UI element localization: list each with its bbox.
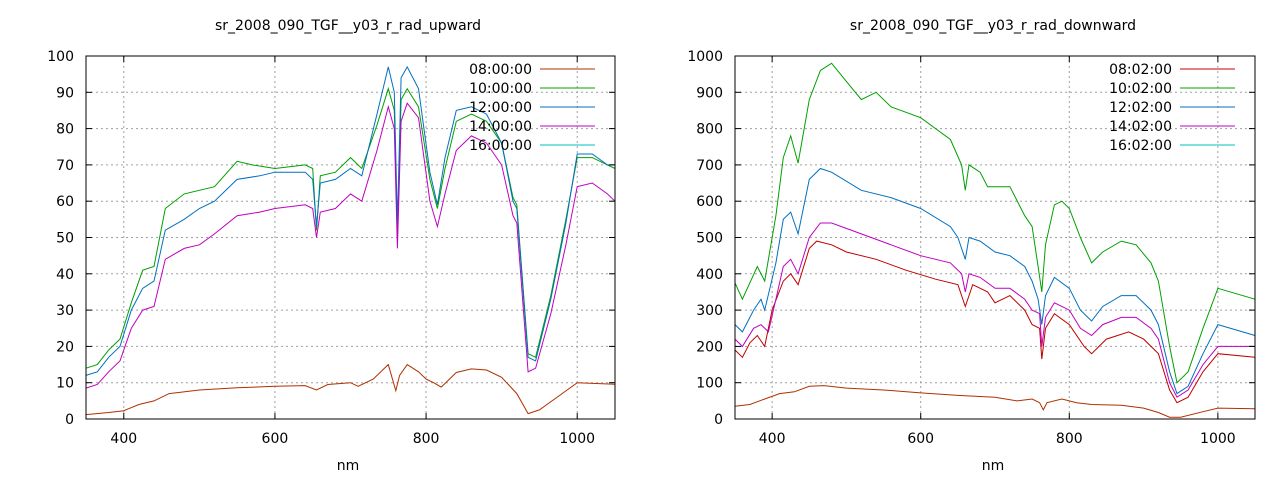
series-line xyxy=(734,240,1256,404)
series-line xyxy=(734,62,1256,384)
y-tick-label: 800 xyxy=(696,122,723,138)
series-line xyxy=(85,65,615,376)
plot-frame xyxy=(85,55,616,420)
y-tick-label: 500 xyxy=(696,231,723,247)
y-tick-label: 400 xyxy=(696,267,723,283)
x-tick-label: 1000 xyxy=(1200,431,1236,447)
y-tick-label: 20 xyxy=(56,339,74,355)
x-tick-label: 600 xyxy=(262,431,289,447)
series-line xyxy=(85,363,616,416)
series-line xyxy=(85,102,616,389)
y-tick-label: 70 xyxy=(56,158,74,174)
y-tick-label: 200 xyxy=(696,339,723,355)
x-tick-label: 800 xyxy=(413,431,440,447)
x-axis-label: nm xyxy=(982,458,1005,474)
chart-title: sr_2008_090_TGF__y03_r_rad_downward xyxy=(850,18,1136,34)
y-tick-label: 30 xyxy=(56,303,74,319)
baseline-series-line xyxy=(734,385,1256,418)
legend-label: 16:02:00 xyxy=(1109,138,1172,154)
y-tick-label: 300 xyxy=(696,303,723,319)
x-tick-label: 400 xyxy=(110,431,137,447)
y-tick-label: 40 xyxy=(56,267,74,283)
y-tick-label: 1000 xyxy=(687,49,723,65)
legend-label: 10:00:00 xyxy=(469,81,532,97)
x-tick-label: 800 xyxy=(1056,431,1083,447)
x-tick-label: 400 xyxy=(759,431,786,447)
legend-label: 14:02:00 xyxy=(1109,119,1172,135)
y-tick-label: 10 xyxy=(56,376,74,392)
y-tick-label: 60 xyxy=(56,194,74,210)
y-tick-label: 100 xyxy=(47,49,74,65)
y-tick-label: 80 xyxy=(56,122,74,138)
legend-label: 12:00:00 xyxy=(469,100,532,116)
y-tick-label: 100 xyxy=(696,376,723,392)
legend-label: 08:00:00 xyxy=(469,62,532,78)
x-tick-label: 600 xyxy=(907,431,934,447)
legend-label: 08:02:00 xyxy=(1109,62,1172,78)
legend-label: 16:00:00 xyxy=(469,138,532,154)
y-tick-label: 700 xyxy=(696,158,723,174)
y-tick-label: 50 xyxy=(56,231,74,247)
chart-downward: sr_2008_090_TGF__y03_r_rad_downward nm 4… xyxy=(687,18,1256,474)
series-line xyxy=(734,222,1255,398)
chart-upward: sr_2008_090_TGF__y03_r_rad_upward nm 400… xyxy=(47,18,616,474)
series-line xyxy=(85,86,616,369)
chart-title: sr_2008_090_TGF__y03_r_rad_upward xyxy=(215,18,481,34)
legend-label: 12:02:00 xyxy=(1109,100,1172,116)
y-tick-label: 900 xyxy=(696,85,723,101)
legend-label: 10:02:00 xyxy=(1109,81,1172,97)
legend-label: 14:00:00 xyxy=(469,119,532,135)
y-tick-label: 0 xyxy=(714,412,723,428)
x-axis-label: nm xyxy=(337,458,360,474)
y-tick-label: 90 xyxy=(56,85,74,101)
y-tick-label: 600 xyxy=(696,194,723,210)
series-line xyxy=(734,167,1256,395)
x-tick-label: 1000 xyxy=(559,431,595,447)
y-tick-label: 0 xyxy=(65,412,74,428)
